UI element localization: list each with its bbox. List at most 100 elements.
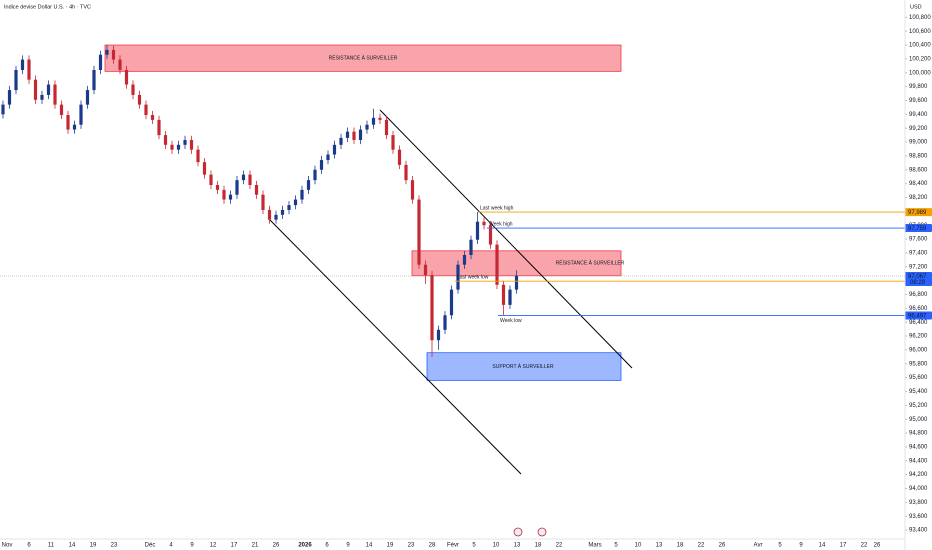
candle-body <box>345 131 350 138</box>
candle-body <box>456 264 460 290</box>
candle-body <box>436 329 441 341</box>
candle-body <box>209 174 213 186</box>
x-tick-label: 17 <box>231 543 238 549</box>
y-tick-label: 97,400 <box>909 250 928 256</box>
y-tick-label: 99,600 <box>909 98 928 104</box>
candle-body <box>92 69 96 91</box>
level-name: Week high <box>489 221 513 227</box>
candle-body <box>430 275 434 341</box>
y-tick-label: 98,600 <box>909 167 928 173</box>
candle-body <box>118 59 122 70</box>
candle-body <box>482 221 486 226</box>
y-tick-label: 99,000 <box>909 140 928 146</box>
x-tick-label: 4 <box>169 543 173 549</box>
price-tag-label: 96,497 <box>908 313 927 319</box>
trendline <box>379 109 633 369</box>
y-tick-label: 94,800 <box>909 431 928 437</box>
x-tick-label: 6 <box>325 543 329 549</box>
candle-body <box>352 131 356 140</box>
candle-body <box>33 79 38 100</box>
x-tick-label: 18 <box>677 543 684 549</box>
candle-body <box>365 124 369 130</box>
candle-body <box>150 115 155 120</box>
x-tick-label: 23 <box>408 543 415 549</box>
y-tick-label: 95,600 <box>909 375 928 381</box>
candle-body <box>254 185 259 195</box>
y-tick-label: 100,800 <box>909 15 931 21</box>
x-tick-label: 14 <box>819 543 826 549</box>
x-tick-label: 26 <box>874 543 881 549</box>
y-tick-label: 96,200 <box>909 334 928 340</box>
candle-body <box>157 119 161 136</box>
x-tick-label: 12 <box>210 543 217 549</box>
y-tick-label: 93,800 <box>909 500 928 506</box>
y-tick-label: 99,200 <box>909 126 928 132</box>
x-tick-label: 19 <box>387 543 394 549</box>
candle-body <box>170 144 174 150</box>
event-icon[interactable] <box>513 527 523 537</box>
zone-label: SUPPORT À SURVEILLER <box>492 363 554 370</box>
y-tick-label: 100,200 <box>909 56 931 62</box>
price-tag-label: 97,989 <box>908 210 927 216</box>
candle-body <box>72 124 77 130</box>
candle-body <box>475 221 480 240</box>
candle-body <box>27 59 31 80</box>
candle-body <box>20 59 25 70</box>
candle-body <box>189 139 194 150</box>
candle-body <box>228 194 233 200</box>
x-tick-label: Févr <box>447 543 459 549</box>
y-tick-label: 98,800 <box>909 153 928 159</box>
candle-body <box>1 104 5 115</box>
x-tick-label: 26 <box>719 543 726 549</box>
x-tick-label: 9 <box>190 543 194 549</box>
candle-body <box>293 199 298 206</box>
candle-body <box>449 289 454 316</box>
x-tick-label: 10 <box>493 543 500 549</box>
event-icon[interactable] <box>537 527 547 537</box>
x-tick-label: 13 <box>514 543 521 549</box>
event-icons <box>513 527 547 537</box>
y-tick-label: 94,600 <box>909 445 928 451</box>
candle-body <box>137 94 142 105</box>
candle-body <box>66 115 70 130</box>
y-tick-label: 93,600 <box>909 514 928 520</box>
x-tick-label: 5 <box>778 543 782 549</box>
level-name: Last week high <box>480 205 514 211</box>
candle-body <box>196 149 200 163</box>
x-tick-label: 18 <box>535 543 542 549</box>
candle-body <box>53 84 57 105</box>
candle-body <box>469 239 473 255</box>
y-tick-label: 96,000 <box>909 347 928 353</box>
y-tick-label: 96,400 <box>909 320 928 326</box>
x-tick-label: Avr <box>754 543 763 549</box>
candle-body <box>85 90 90 105</box>
candle-body <box>378 117 382 120</box>
y-tick-label: 99,800 <box>909 84 928 90</box>
candle-body <box>176 144 181 150</box>
candle-body <box>358 129 363 140</box>
trendline <box>269 219 522 475</box>
y-tick-label: 98,400 <box>909 181 928 187</box>
candle-body <box>391 135 395 150</box>
candle-body <box>339 137 343 145</box>
x-tick-label: 10 <box>635 543 642 549</box>
y-tick-label: 95,200 <box>909 403 928 409</box>
candle-body <box>98 54 103 70</box>
x-tick-label: 21 <box>252 543 259 549</box>
candle-body <box>404 164 408 181</box>
price-tag <box>905 311 932 320</box>
x-tick-label: 5 <box>614 543 618 549</box>
candle-body <box>280 209 285 215</box>
candle-body <box>144 104 148 116</box>
candle-body <box>326 154 330 161</box>
x-tick-label: 22 <box>556 543 563 549</box>
price-tag <box>905 208 932 217</box>
chart-title: Indice devise Dollar U.S. · 4h · TVC <box>4 4 91 10</box>
last-price-tag <box>905 271 932 286</box>
candle-body <box>7 90 12 105</box>
y-tick-label: 99,400 <box>909 112 928 118</box>
candle-body <box>410 180 415 200</box>
candle-body <box>267 209 272 220</box>
x-tick-label: 5 <box>472 543 476 549</box>
